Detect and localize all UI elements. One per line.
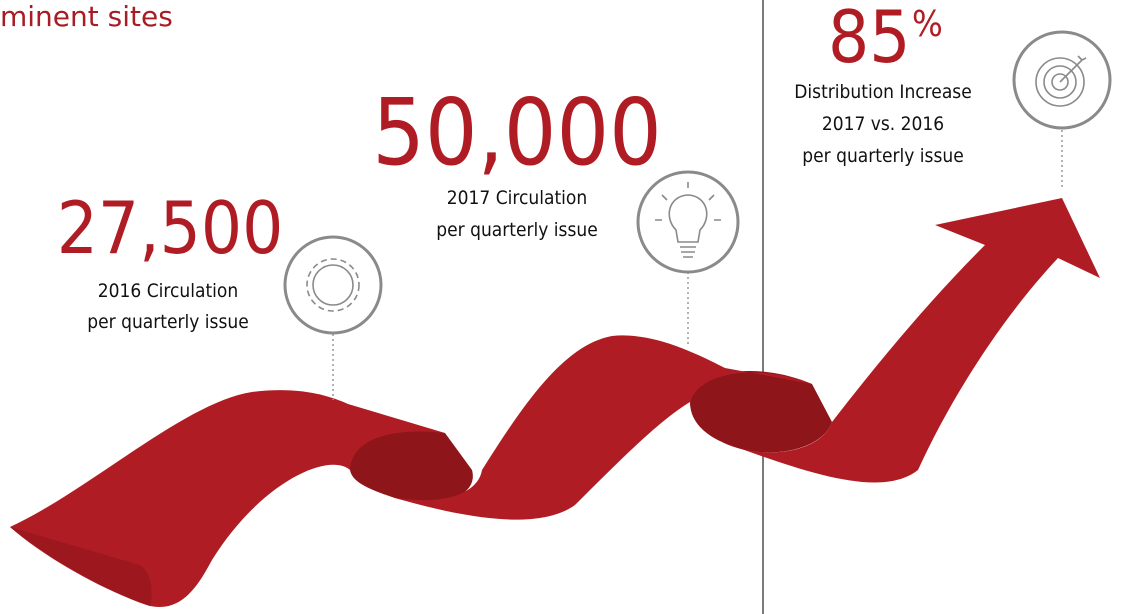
target-icon bbox=[1014, 32, 1110, 128]
stat-value: 85 bbox=[828, 0, 910, 79]
bulb-icon bbox=[638, 172, 738, 272]
infographic: minent sites 27,500 2016 Circulation per… bbox=[0, 0, 1143, 614]
stat-label: 2016 Circulation bbox=[98, 280, 238, 302]
stat-label: Distribution Increase bbox=[794, 81, 971, 103]
gear-icon bbox=[285, 237, 381, 333]
page: {"header": {"title": "minent sites"}, "s… bbox=[0, 0, 1143, 614]
stat-label: per quarterly issue bbox=[802, 145, 963, 167]
stat-label: per quarterly issue bbox=[436, 219, 597, 241]
stat-label: per quarterly issue bbox=[87, 311, 248, 333]
header-title: minent sites bbox=[0, 0, 173, 33]
stat-label: 2017 vs. 2016 bbox=[822, 113, 944, 135]
stat-unit: % bbox=[912, 4, 943, 45]
stat-value: 50,000 bbox=[372, 79, 662, 186]
stat-value: 27,500 bbox=[57, 186, 284, 270]
stat-label: 2017 Circulation bbox=[447, 187, 587, 209]
